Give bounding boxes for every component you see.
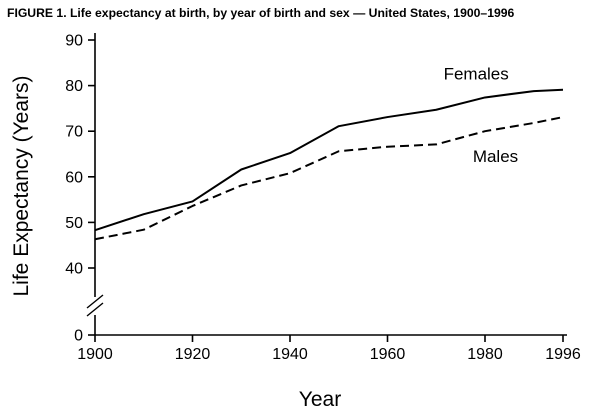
females-series-label: Females xyxy=(444,65,509,84)
x-tick-label: 1900 xyxy=(77,346,113,363)
axes xyxy=(94,33,567,336)
males-series-label: Males xyxy=(473,147,518,166)
x-tick-label: 1996 xyxy=(545,346,581,363)
y-tick-label: 70 xyxy=(65,124,83,141)
y-tick-label: 40 xyxy=(65,261,83,278)
x-tick-label: 1980 xyxy=(467,346,503,363)
y-tick-label: 0 xyxy=(74,328,83,345)
x-tick-label: 1960 xyxy=(370,346,406,363)
x-axis-ticks: 1900 1920 1940 1960 1980 1996 xyxy=(77,335,581,363)
y-axis-label: Life Expectancy (Years) xyxy=(10,75,33,296)
y-axis-break-icon xyxy=(86,294,104,317)
y-tick-label: 80 xyxy=(65,78,83,95)
x-tick-label: 1920 xyxy=(175,346,211,363)
x-axis-label: Year xyxy=(299,388,341,411)
y-tick-label: 50 xyxy=(65,215,83,232)
females-line xyxy=(94,88,564,232)
x-tick-label: 1940 xyxy=(272,346,308,363)
y-tick-label: 60 xyxy=(65,169,83,186)
y-axis-ticks: 0 40 50 60 70 80 90 xyxy=(65,33,95,345)
chart-title: FIGURE 1. Life expectancy at birth, by y… xyxy=(7,6,515,20)
males-line xyxy=(94,116,564,241)
y-tick-label: 90 xyxy=(65,33,83,50)
